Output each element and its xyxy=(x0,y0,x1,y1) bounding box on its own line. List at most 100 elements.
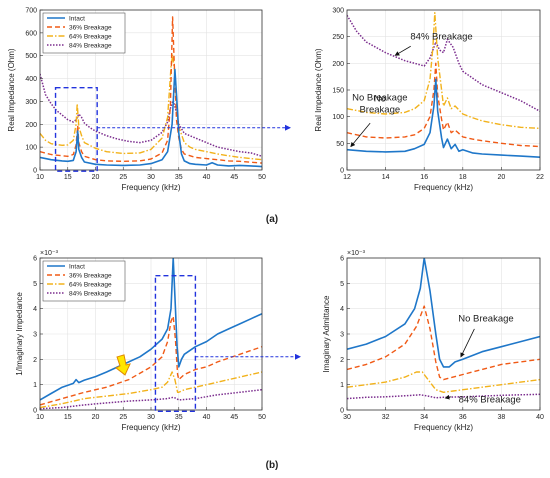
series-line-b84 xyxy=(347,14,540,112)
y-tick-label: 200 xyxy=(332,61,344,68)
annotation-arrow xyxy=(350,122,371,148)
y-tick-label: 6 xyxy=(33,256,37,263)
x-tick-label: 15 xyxy=(64,414,72,421)
series-line-b64 xyxy=(40,371,262,409)
legend-label: 64% Breakage xyxy=(69,34,112,41)
caption-a: (a) xyxy=(266,214,278,225)
series-line-b84 xyxy=(40,388,262,410)
x-tick-label: 38 xyxy=(498,414,506,421)
y-tick-label: 100 xyxy=(25,145,37,152)
legend-label: 84% Breakage xyxy=(69,43,112,50)
y-tick-label: 100 xyxy=(332,114,344,121)
annotation-84-breakage: 84% Breakage xyxy=(459,395,521,406)
y-tick-label: 0 xyxy=(340,168,344,175)
y-tick-label: 500 xyxy=(25,53,37,60)
series-line-b84 xyxy=(40,73,262,158)
y-tick-label: 3 xyxy=(340,332,344,339)
legend-label: 64% Breakage xyxy=(69,282,112,289)
x-tick-label: 14 xyxy=(382,174,390,181)
x-tick-label: 16 xyxy=(420,174,428,181)
y-tick-label: 300 xyxy=(332,8,344,15)
x-tick-label: 18 xyxy=(459,174,467,181)
x-tick-label: 34 xyxy=(420,414,428,421)
y-axis-label: 1/Imaginary Impedance xyxy=(15,292,24,376)
annotation-arrow xyxy=(394,45,411,56)
x-tick-label: 40 xyxy=(536,414,544,421)
zoom-box xyxy=(154,275,197,412)
x-axis-label: Frequency (kHz) xyxy=(121,423,180,432)
y-tick-label: 5 xyxy=(340,281,344,288)
y-axis-label: Imaginary Admittance xyxy=(322,295,331,372)
series-line-intact xyxy=(40,68,262,168)
x-tick-label: 45 xyxy=(230,414,238,421)
y-tick-label: 150 xyxy=(332,88,344,95)
y-tick-label: 4 xyxy=(340,306,344,313)
legend-label: 36% Breakage xyxy=(69,25,112,32)
x-tick-label: 25 xyxy=(119,174,127,181)
caption-b: (b) xyxy=(266,460,279,471)
series-line-b64 xyxy=(347,12,540,130)
legend-label: 84% Breakage xyxy=(69,291,112,298)
y-tick-label: 250 xyxy=(332,34,344,41)
x-tick-label: 15 xyxy=(64,174,72,181)
series-line-intact xyxy=(347,258,540,368)
series-line-b64 xyxy=(347,371,540,393)
x-tick-label: 40 xyxy=(203,174,211,181)
x-tick-label: 50 xyxy=(258,414,266,421)
annotation-arrow xyxy=(460,328,475,358)
legend-label: 36% Breakage xyxy=(69,273,112,280)
series-line-intact xyxy=(347,78,540,158)
trend-arrow-icon xyxy=(115,354,131,376)
x-tick-label: 32 xyxy=(382,414,390,421)
x-tick-label: 20 xyxy=(92,414,100,421)
x-axis-label: Frequency (kHz) xyxy=(414,423,473,432)
y-tick-label: 50 xyxy=(336,141,344,148)
series-line-b64 xyxy=(40,53,262,161)
x-tick-label: 50 xyxy=(258,174,266,181)
y-tick-label: 0 xyxy=(33,408,37,415)
annotation-no-breakage-line1: No xyxy=(374,94,386,105)
x-tick-label: 35 xyxy=(175,414,183,421)
y-tick-label: 300 xyxy=(25,99,37,106)
x-tick-label: 30 xyxy=(343,414,351,421)
legend-box xyxy=(42,12,126,54)
y-tick-label: 4 xyxy=(33,306,37,313)
x-tick-label: 10 xyxy=(36,414,44,421)
zoom-box xyxy=(54,87,98,172)
x-tick-label: 20 xyxy=(92,174,100,181)
annotation-no-breakage-line2: Breakage xyxy=(359,104,400,115)
x-tick-label: 40 xyxy=(203,414,211,421)
x-tick-label: 22 xyxy=(536,174,544,181)
series-line-intact xyxy=(40,258,262,401)
x-tick-label: 25 xyxy=(119,414,127,421)
x-axis-label: Frequency (kHz) xyxy=(414,183,473,192)
x-tick-label: 35 xyxy=(175,174,183,181)
legend-box xyxy=(42,260,126,302)
y-tick-label: 400 xyxy=(25,76,37,83)
series-line-b36 xyxy=(347,305,540,381)
annotation-no-breakage: No Breakage xyxy=(458,313,513,324)
x-tick-label: 45 xyxy=(230,174,238,181)
y-tick-label: 1 xyxy=(340,382,344,389)
annotation-no-breakage: No Breakage xyxy=(352,93,407,104)
x-tick-label: 30 xyxy=(147,414,155,421)
y-tick-label: 0 xyxy=(340,408,344,415)
x-tick-label: 20 xyxy=(498,174,506,181)
y-tick-label: 700 xyxy=(25,8,37,15)
x-tick-label: 12 xyxy=(343,174,351,181)
y-axis-label: Real Impedance (Ohm) xyxy=(7,48,16,131)
x-tick-label: 30 xyxy=(147,174,155,181)
x-tick-label: 10 xyxy=(36,174,44,181)
y-scale-label: ×10⁻³ xyxy=(347,250,366,257)
panel-a-left-chart: 10 15 20 25 30 35 40 45 500100200300400500600700… xyxy=(7,8,266,193)
legend-label: Intact xyxy=(69,264,85,271)
panel-a-right-chart: 12 14 16 18 20 22 0 50 100 150 200 250 300 Frequency… xyxy=(314,8,544,193)
x-tick-label: 36 xyxy=(459,414,467,421)
y-tick-label: 0 xyxy=(33,168,37,175)
y-tick-label: 6 xyxy=(340,256,344,263)
y-tick-label: 2 xyxy=(340,357,344,364)
y-tick-label: 200 xyxy=(25,122,37,129)
